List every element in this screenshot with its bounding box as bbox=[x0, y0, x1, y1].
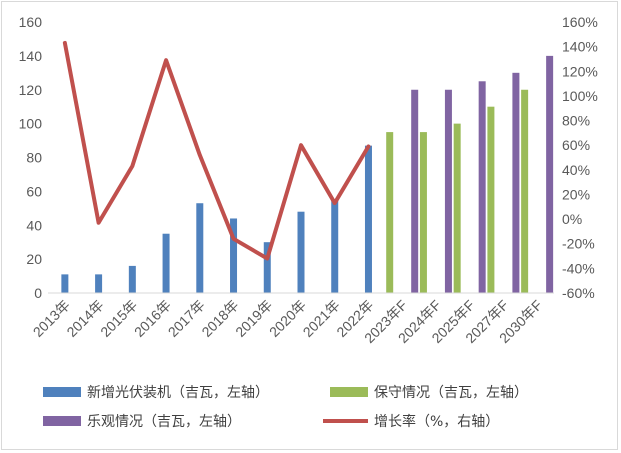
right-tick-label: 80% bbox=[562, 113, 590, 129]
x-axis: 2013年2014年2015年2016年2017年2018年2019年2020年… bbox=[30, 292, 554, 346]
legend-label: 乐观情况（吉瓦，左轴） bbox=[87, 414, 241, 430]
bar-conservative bbox=[487, 106, 495, 293]
right-tick-label: 20% bbox=[562, 186, 590, 202]
left-tick-label: 40 bbox=[26, 217, 42, 233]
bar-installed bbox=[128, 265, 136, 293]
bar-conservative bbox=[521, 89, 529, 293]
x-tick-label: 2014年 bbox=[63, 297, 106, 340]
left-tick-label: 100 bbox=[19, 116, 43, 132]
legend: 新增光伏装机（吉瓦，左轴） 保守情况（吉瓦，左轴） 乐观情况（吉瓦，左轴） 增长率（%… bbox=[43, 385, 528, 430]
bar-installed bbox=[196, 203, 204, 293]
left-tick-label: 140 bbox=[19, 48, 43, 64]
bar-installed bbox=[364, 145, 372, 293]
bar-installed bbox=[263, 242, 271, 293]
right-tick-label: -20% bbox=[562, 236, 595, 252]
x-tick-label: 2018年 bbox=[198, 297, 241, 340]
legend-label: 增长率（%，右轴） bbox=[374, 413, 499, 430]
right-axis: -60% -40% -20% 0% 20% 40% 60% 80% 100% 120% 140% 16… bbox=[562, 14, 598, 301]
growth-rate-line bbox=[62, 40, 371, 261]
bar-conservative bbox=[386, 132, 394, 293]
right-tick-label: 60% bbox=[562, 137, 590, 153]
bar-conservative bbox=[453, 123, 461, 293]
bar-optimistic bbox=[411, 89, 419, 293]
bars bbox=[61, 55, 554, 293]
bar-installed bbox=[95, 274, 103, 293]
x-tick-label: 2017年 bbox=[165, 297, 208, 340]
bar-optimistic bbox=[512, 72, 520, 293]
left-tick-label: 20 bbox=[26, 251, 42, 267]
legend-label: 保守情况（吉瓦，左轴） bbox=[374, 385, 528, 401]
bar-installed bbox=[297, 211, 305, 293]
right-tick-label: 140% bbox=[562, 39, 598, 55]
bar-installed bbox=[331, 199, 339, 293]
bar-installed bbox=[61, 274, 69, 293]
x-tick-label: 2015年 bbox=[97, 297, 140, 340]
left-axis: 0 20 40 60 80 100 120 140 160 bbox=[19, 14, 43, 301]
legend-item: 保守情况（吉瓦，左轴） bbox=[330, 385, 528, 401]
legend-item: 增长率（%，右轴） bbox=[323, 413, 499, 430]
legend-swatch bbox=[43, 416, 81, 426]
legend-swatch bbox=[330, 387, 368, 397]
right-tick-label: -40% bbox=[562, 260, 595, 276]
legend-item: 新增光伏装机（吉瓦，左轴） bbox=[43, 385, 269, 401]
x-tick-label: 2013年 bbox=[30, 297, 73, 340]
legend-label: 新增光伏装机（吉瓦，左轴） bbox=[87, 385, 269, 401]
bar-optimistic bbox=[444, 89, 452, 293]
x-tick-label: 2021年 bbox=[300, 297, 343, 340]
right-tick-label: 120% bbox=[562, 63, 598, 79]
x-tick-label: 2019年 bbox=[232, 297, 275, 340]
x-tick-label: 2016年 bbox=[131, 297, 174, 340]
bar-conservative bbox=[419, 132, 427, 293]
left-tick-label: 0 bbox=[34, 285, 42, 301]
left-tick-label: 60 bbox=[26, 183, 42, 199]
right-tick-label: 160% bbox=[562, 14, 598, 30]
right-tick-label: 40% bbox=[562, 162, 590, 178]
bar-optimistic bbox=[546, 55, 554, 293]
growth-line bbox=[62, 40, 371, 261]
left-tick-label: 160 bbox=[19, 14, 43, 30]
right-tick-label: 100% bbox=[562, 88, 598, 104]
legend-item: 乐观情况（吉瓦，左轴） bbox=[43, 414, 241, 430]
bar-installed bbox=[162, 233, 170, 293]
right-tick-label: -60% bbox=[562, 285, 595, 301]
left-tick-label: 80 bbox=[26, 150, 42, 166]
left-tick-label: 120 bbox=[19, 82, 43, 98]
x-tick-label: 2020年 bbox=[266, 297, 309, 340]
bar-installed bbox=[230, 218, 238, 293]
bar-optimistic bbox=[478, 81, 486, 293]
right-tick-label: 0% bbox=[562, 211, 582, 227]
legend-swatch bbox=[43, 387, 81, 397]
